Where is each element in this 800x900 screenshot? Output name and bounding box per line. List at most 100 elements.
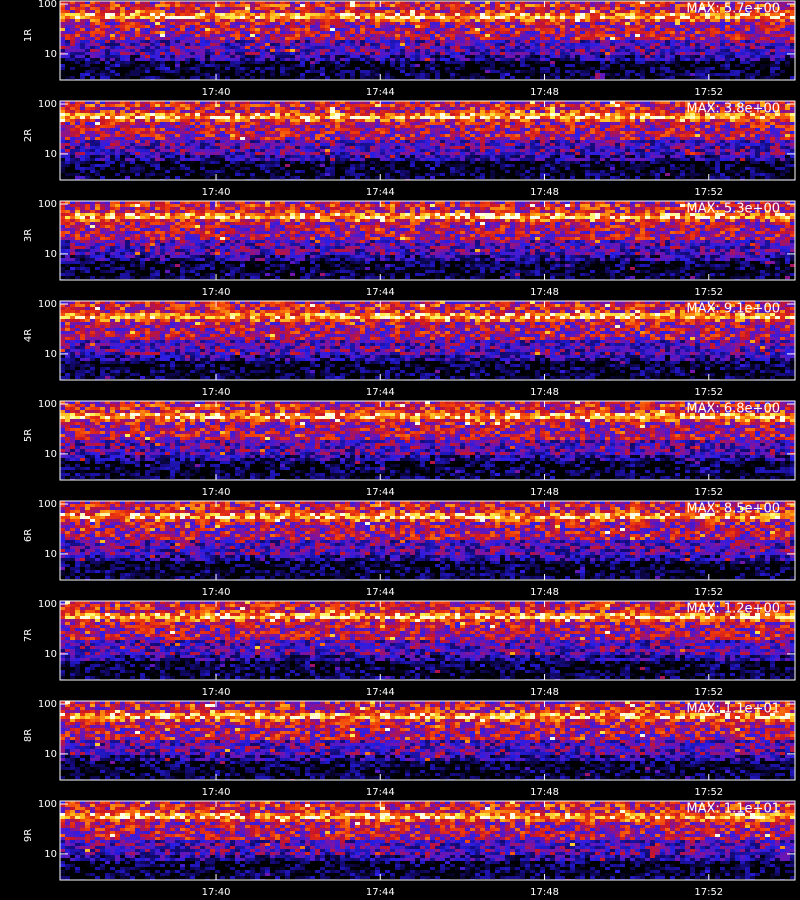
heatmap-cell [460,13,465,16]
heatmap-cell [105,49,110,52]
heatmap-cell [145,119,150,122]
heatmap-cell [460,31,465,34]
heatmap-cell [780,40,785,43]
heatmap-cell [160,110,165,113]
heatmap-cell [225,43,230,46]
heatmap-cell [615,37,620,40]
heatmap-cell [135,28,140,31]
heatmap-cell [680,31,685,34]
heatmap-cell [365,25,370,28]
heatmap-cell [205,43,210,46]
heatmap-cell [655,37,660,40]
heatmap-cell [645,4,650,7]
heatmap-cell [140,7,145,10]
heatmap-cell [505,76,510,79]
heatmap-cell [495,73,500,76]
heatmap-cell [665,49,670,52]
heatmap-cell [745,73,750,76]
heatmap-cell [85,67,90,70]
heatmap-cell [590,40,595,43]
heatmap-cell [345,22,350,25]
heatmap-cell [345,31,350,34]
heatmap-cell [455,67,460,70]
heatmap-cell [200,110,205,113]
heatmap-cell [780,110,785,113]
heatmap-cell [470,16,475,19]
heatmap-cell [670,76,675,79]
heatmap-cell [90,52,95,55]
heatmap-cell [230,107,235,110]
heatmap-cell [230,76,235,79]
heatmap-cell [170,7,175,10]
heatmap-cell [545,13,550,16]
heatmap-cell [590,4,595,7]
heatmap-cell [150,13,155,16]
heatmap-cell [100,7,105,10]
heatmap-cell [200,70,205,73]
heatmap-cell [575,76,580,79]
heatmap-cell [770,46,775,49]
heatmap-cell [785,37,790,40]
heatmap-cell [120,116,125,119]
heatmap-cell [545,110,550,113]
heatmap-cell [390,104,395,107]
heatmap-cell [680,40,685,43]
heatmap-cell [335,19,340,22]
heatmap-cell [240,40,245,43]
heatmap-cell [710,37,715,40]
heatmap-cell [545,52,550,55]
heatmap-cell [375,113,380,116]
heatmap-cell [60,70,65,73]
heatmap-cell [60,58,65,61]
heatmap-cell [600,104,605,107]
heatmap-cell [120,4,125,7]
heatmap-cell [250,40,255,43]
heatmap-cell [380,37,385,40]
heatmap-cell [690,31,695,34]
heatmap-cell [490,116,495,119]
heatmap-cell [360,46,365,49]
heatmap-cell [85,113,90,116]
heatmap-cell [750,46,755,49]
max-annotation: MAX: 5.7e+00 [686,2,780,17]
figure: 1010017:40 17:44 17:48 17:521RMAX: 5.7e+001… [0,0,800,900]
heatmap-cell [550,40,555,43]
heatmap-cell [360,40,365,43]
heatmap-cell [280,55,285,58]
heatmap-cell [445,104,450,107]
heatmap-cell [665,119,670,122]
heatmap-cell [115,13,120,16]
heatmap-cell [790,13,795,16]
heatmap-cell [395,113,400,116]
heatmap-cell [625,113,630,116]
heatmap-cell [480,110,485,113]
heatmap-cell [310,67,315,70]
heatmap-cell [615,52,620,55]
heatmap-cell [780,61,785,64]
heatmap-cell [185,119,190,122]
heatmap-cell [575,55,580,58]
heatmap-cell [120,25,125,28]
heatmap-cell [565,58,570,61]
heatmap-cell [165,40,170,43]
heatmap-cell [245,64,250,67]
heatmap-cell [360,19,365,22]
heatmap-cell [340,58,345,61]
heatmap-cell [165,22,170,25]
heatmap-cell [215,61,220,64]
heatmap-cell [625,4,630,7]
heatmap-cell [775,49,780,52]
heatmap-cell [615,116,620,119]
heatmap-cell [160,49,165,52]
heatmap-cell [110,13,115,16]
heatmap-cell [215,113,220,116]
heatmap-cell [615,70,620,73]
heatmap-cell [190,31,195,34]
heatmap-cell [160,113,165,116]
heatmap-cell [140,73,145,76]
heatmap-cell [675,13,680,16]
heatmap-cell [435,34,440,37]
heatmap-cell [330,28,335,31]
heatmap-cell [370,110,375,113]
heatmap-cell [655,104,660,107]
